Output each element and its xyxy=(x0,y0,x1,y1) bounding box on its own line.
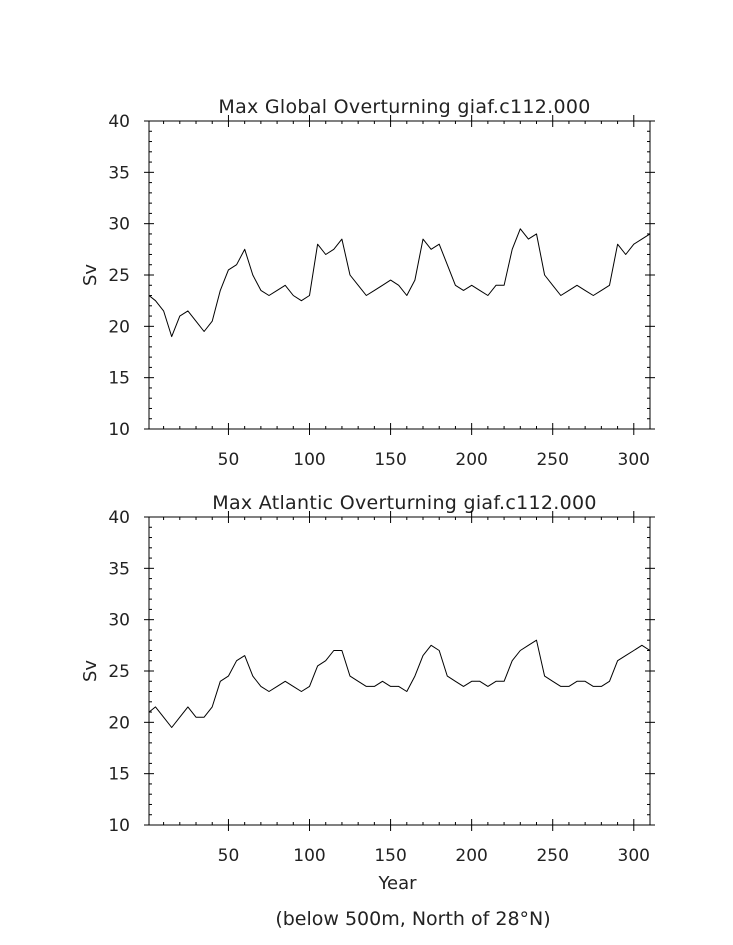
y-tick-label: 40 xyxy=(108,112,130,132)
y-tick-label: 10 xyxy=(108,420,130,440)
x-tick-label: 150 xyxy=(374,450,406,470)
y-tick-label: 20 xyxy=(108,713,130,733)
y-axis-label: Sv xyxy=(80,660,101,682)
y-axis-label: Sv xyxy=(80,264,101,286)
x-tick-label: 100 xyxy=(293,846,325,866)
y-tick-label: 25 xyxy=(108,662,130,682)
x-tick-label: 300 xyxy=(618,846,650,866)
y-tick-label: 30 xyxy=(108,611,130,631)
x-tick-label: 300 xyxy=(618,450,650,470)
x-axis-label: Year xyxy=(377,873,417,894)
y-tick-label: 25 xyxy=(108,266,130,286)
y-tick-label: 20 xyxy=(108,317,130,337)
x-tick-label: 250 xyxy=(536,846,568,866)
plot-frame xyxy=(148,120,651,430)
x-tick-label: 100 xyxy=(293,450,325,470)
series-line xyxy=(148,639,651,728)
y-tick-label: 10 xyxy=(108,816,130,836)
atlantic-overturning-panel: Max Atlantic Overturning giaf.c112.000 Sv… xyxy=(80,492,655,894)
x-tick-label: 200 xyxy=(455,846,487,866)
footnote: (below 500m, North of 28°N) xyxy=(275,908,550,930)
plot-frame xyxy=(148,516,651,826)
y-tick-label: 30 xyxy=(108,215,130,235)
y-tick-label: 35 xyxy=(108,559,130,579)
y-tick-label: 15 xyxy=(108,765,130,785)
chart-title: Max Global Overturning giaf.c112.000 xyxy=(218,96,590,118)
y-tick-label: 35 xyxy=(108,163,130,183)
x-tick-label: 150 xyxy=(374,846,406,866)
global-overturning-panel: Max Global Overturning giaf.c112.000 Sv 10… xyxy=(80,96,655,470)
chart-title: Max Atlantic Overturning giaf.c112.000 xyxy=(212,492,597,514)
x-tick-label: 250 xyxy=(536,450,568,470)
x-tick-label: 50 xyxy=(218,846,240,866)
x-tick-label: 200 xyxy=(455,450,487,470)
x-tick-label: 50 xyxy=(218,450,240,470)
series-line xyxy=(148,228,651,338)
y-tick-label: 40 xyxy=(108,508,130,528)
y-tick-label: 15 xyxy=(108,369,130,389)
